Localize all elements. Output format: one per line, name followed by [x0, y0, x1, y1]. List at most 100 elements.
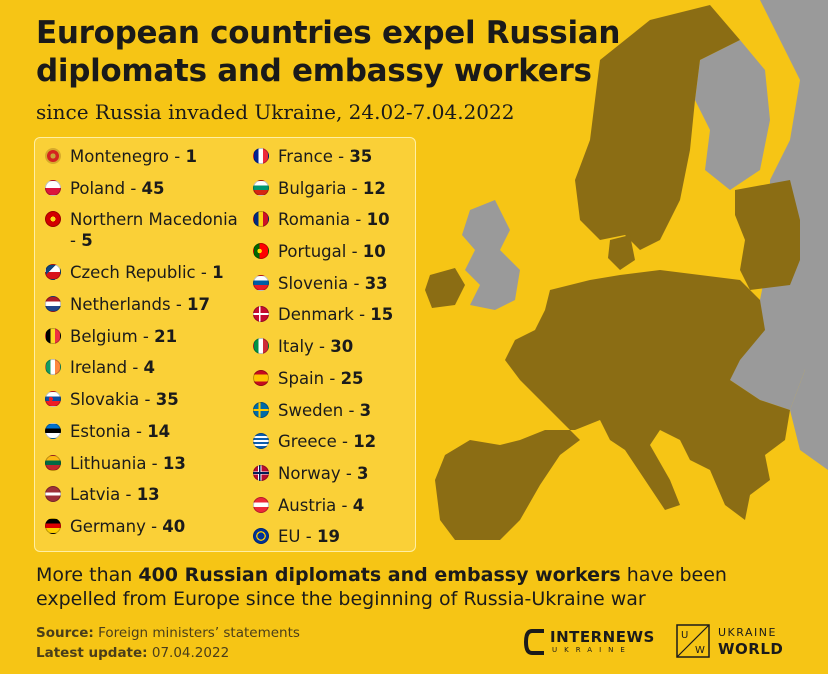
uw-mark-icon: U W	[676, 624, 710, 658]
norway-flag-icon	[253, 464, 269, 481]
expelled-count: 35	[349, 147, 373, 166]
svg-text:W: W	[695, 645, 705, 656]
list-item: Italy - 30	[253, 336, 423, 368]
country-name: Czech Republic	[70, 263, 196, 283]
montenegro-flag-icon	[45, 148, 61, 164]
portugal-flag-icon	[253, 243, 269, 260]
expelled-count: 19	[316, 527, 340, 547]
list-item: Northern Macedonia - 5	[45, 209, 245, 262]
list-item: Romania - 10	[253, 209, 423, 241]
map-baltics	[735, 180, 800, 290]
country-name: Netherlands	[70, 295, 171, 315]
expelled-count: 13	[162, 453, 186, 473]
expelled-count: 13	[136, 485, 160, 505]
sweden-flag-icon	[253, 401, 269, 418]
summary-before: More than	[36, 564, 139, 586]
bulgaria-flag-icon	[253, 179, 269, 196]
country-name: Portugal	[278, 242, 347, 262]
expelled-count: 5	[81, 231, 93, 251]
expelled-count: 1	[185, 147, 197, 166]
ireland-flag-icon	[45, 359, 61, 376]
map-ireland	[425, 268, 465, 308]
list-column-left: Montenegro - 1 Poland - 45 Northern Mace…	[45, 146, 245, 548]
germany-flag-icon	[45, 517, 61, 534]
romania-flag-icon	[253, 211, 269, 228]
spain-flag-icon	[253, 369, 269, 386]
list-item: Czech Republic - 1	[45, 262, 245, 294]
north-macedonia-flag-icon	[45, 211, 61, 228]
country-name: Northern Macedonia	[70, 210, 238, 230]
poland-flag-icon	[45, 179, 61, 196]
list-item: Germany - 40	[45, 516, 245, 548]
belgium-flag-icon	[45, 327, 61, 344]
update-label: Latest update:	[36, 645, 148, 661]
list-item: Ireland - 4	[45, 357, 245, 389]
expelled-count: 15	[370, 305, 394, 325]
map-finland	[695, 40, 770, 190]
expelled-count: 30	[330, 337, 354, 357]
country-name: Slovakia	[70, 390, 140, 410]
country-name: Belgium	[70, 326, 138, 346]
slovakia-flag-icon	[45, 391, 61, 408]
list-item: Portugal - 10	[253, 241, 423, 273]
list-column-right: France - 35 Bulgaria - 12 Romania - 10 P…	[253, 146, 423, 558]
list-item: Bulgaria - 12	[253, 178, 423, 210]
expelled-count: 12	[362, 178, 386, 198]
country-name: Slovenia	[278, 273, 349, 293]
internews-logo: INTERNEWS UKRAINE	[524, 626, 664, 660]
estonia-flag-icon	[45, 422, 61, 439]
expelled-count: 21	[154, 326, 178, 346]
list-item: Estonia - 14	[45, 421, 245, 453]
list-item: Denmark - 15	[253, 304, 423, 336]
lithuania-flag-icon	[45, 454, 61, 471]
expelled-count: 33	[364, 273, 388, 293]
list-item: Greece - 12	[253, 431, 423, 463]
country-name: Austria	[278, 495, 337, 515]
expelled-count: 40	[162, 516, 186, 536]
map-uk	[462, 200, 520, 310]
list-item: Sweden - 3	[253, 400, 423, 432]
country-name: Romania	[278, 210, 351, 230]
list-item: Belgium - 21	[45, 326, 245, 358]
map-continental-europe	[435, 270, 790, 540]
country-name: Germany	[70, 516, 146, 536]
expelled-count: 3	[359, 400, 372, 420]
country-name: Norway	[278, 463, 341, 483]
expelled-count: 25	[340, 368, 364, 388]
list-item: Montenegro - 1	[45, 146, 245, 178]
slovenia-flag-icon	[253, 274, 269, 291]
update-value: 07.04.2022	[147, 645, 230, 661]
map-scandinavia	[575, 5, 740, 250]
latvia-flag-icon	[45, 486, 61, 503]
page-subtitle: since Russia invaded Ukraine, 24.02-7.04…	[36, 100, 515, 124]
country-name: Italy	[278, 337, 314, 357]
country-name: Greece	[278, 432, 337, 452]
internews-sub: UKRAINE	[552, 646, 632, 654]
source-value: Foreign ministers’ statements	[93, 625, 300, 641]
expelled-count: 17	[187, 295, 211, 315]
list-item: EU - 19	[253, 526, 423, 558]
expelled-count: 4	[143, 358, 156, 378]
expelled-count: 14	[147, 421, 171, 441]
map-denmark	[608, 235, 635, 270]
expelled-count: 35	[155, 390, 179, 410]
country-name: Spain	[278, 368, 325, 388]
denmark-flag-icon	[253, 306, 269, 323]
expulsions-list: Montenegro - 1 Poland - 45 Northern Mace…	[34, 137, 416, 552]
list-item: Slovenia - 33	[253, 273, 423, 305]
france-flag-icon	[253, 148, 269, 164]
expelled-count: 10	[362, 242, 386, 262]
list-item: Slovakia - 35	[45, 389, 245, 421]
summary-bold: 400 Russian diplomats and embassy worker…	[138, 564, 621, 586]
country-name: Montenegro	[70, 147, 170, 166]
source-label: Source:	[36, 625, 94, 641]
internews-name: INTERNEWS	[550, 628, 655, 646]
summary-after: have been expelled from Europe since the…	[36, 564, 727, 610]
list-item: Spain - 25	[253, 368, 423, 400]
internews-mark-icon	[524, 629, 544, 655]
svg-text:U: U	[681, 630, 688, 641]
summary-text: More than 400 Russian diplomats and emba…	[36, 563, 796, 611]
list-item: Austria - 4	[253, 495, 423, 527]
page-title: European countries expel Russian diploma…	[36, 15, 621, 89]
